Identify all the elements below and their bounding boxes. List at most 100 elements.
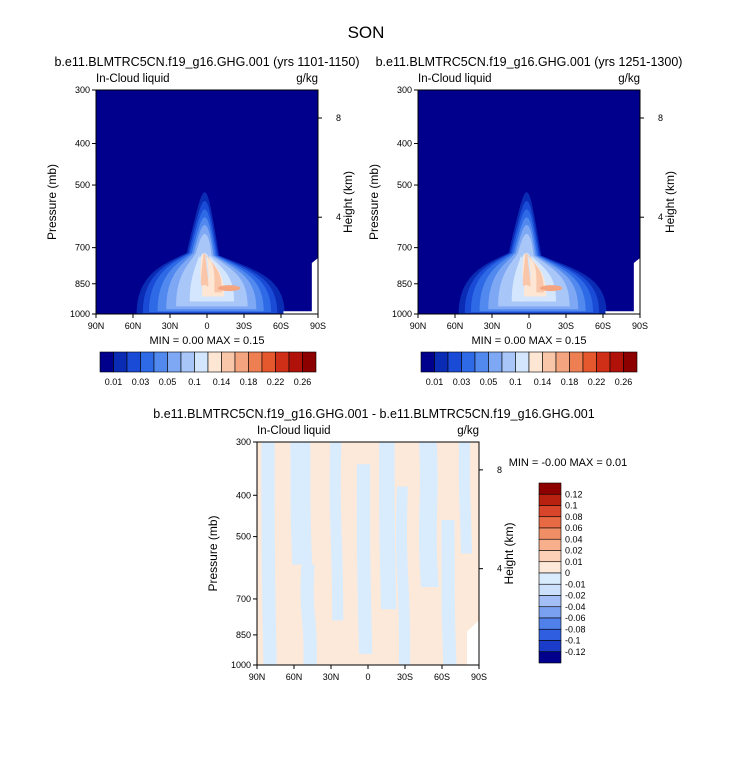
colorbar-label-3: 0.06	[565, 523, 583, 533]
y-axis-label: Pressure (mb)	[367, 164, 381, 240]
colorbar-swatch-6	[180, 351, 195, 373]
colorbar-label-0: 0.01	[105, 377, 123, 387]
left-label: In-Cloud liquid	[257, 425, 331, 437]
diff-streak-4	[329, 442, 344, 621]
colorbar-label-10: -0.04	[565, 602, 586, 612]
colorbar-label-1: 0.03	[132, 377, 150, 387]
y-tick-label-5: 1000	[231, 660, 251, 670]
colorbar-swatch-8	[528, 351, 543, 373]
field-max-patch	[540, 285, 563, 292]
colorbar-swatch-14	[609, 351, 624, 373]
colorbar-swatch-8	[538, 572, 562, 585]
colorbar-swatch-6	[501, 351, 516, 373]
colorbar-label-9: -0.02	[565, 591, 586, 601]
y-tick-label-3: 700	[75, 243, 90, 253]
colorbar-swatch-3	[140, 351, 155, 373]
x-tick-label-2: 30N	[484, 321, 501, 331]
colorbar-swatch-0	[538, 482, 562, 495]
y-axis-label: Pressure (mb)	[206, 515, 220, 591]
colorbar-label-7: 0.26	[615, 377, 633, 387]
colorbar-label-0: 0.12	[565, 489, 583, 499]
x-tick-label-2: 30N	[323, 672, 340, 682]
colorbar-swatch-14	[288, 351, 303, 373]
colorbar-swatch-11	[569, 351, 584, 373]
panel-title: b.e11.BLMTRC5CN.f19_g16.GHG.001 - b.e11.…	[153, 407, 594, 421]
colorbar-label-0: 0.01	[426, 377, 444, 387]
y-tick-label-3: 700	[236, 594, 251, 604]
right-tick-label-1: 4	[497, 564, 502, 574]
right-tick-label-0: 8	[336, 113, 341, 123]
right-label: g/kg	[296, 73, 318, 85]
field-contour-9	[200, 252, 222, 293]
x-tick-label-4: 30S	[558, 321, 574, 331]
y-tick-label-0: 300	[236, 437, 251, 447]
right-tick-label-1: 4	[658, 212, 663, 222]
colorbar-swatch-9	[542, 351, 557, 373]
right-tick-label-0: 8	[658, 113, 663, 123]
colorbar-swatch-14	[538, 640, 562, 653]
colorbar-swatch-1	[538, 493, 562, 506]
stats-label: MIN = -0.00 MAX = 0.01	[509, 457, 628, 469]
colorbar-swatch-13	[275, 351, 290, 373]
diff-streak-5	[356, 464, 373, 654]
field-contour-9	[522, 252, 544, 293]
panel-title: b.e11.BLMTRC5CN.f19_g16.GHG.001 (yrs 125…	[376, 55, 683, 69]
colorbar-label-6: 0.01	[565, 557, 583, 567]
y-tick-label-0: 300	[75, 85, 90, 95]
colorbar-swatch-11	[538, 606, 562, 619]
colorbar-swatch-1	[113, 351, 128, 373]
x-tick-label-0: 90N	[88, 321, 105, 331]
colorbar-swatch-2	[447, 351, 462, 373]
field-max-patch	[218, 285, 241, 292]
y-tick-label-3: 700	[397, 243, 412, 253]
y-tick-label-2: 500	[397, 180, 412, 190]
y-axis-label-right: Height (km)	[663, 171, 677, 233]
right-label: g/kg	[618, 73, 640, 85]
diff-streak-10	[458, 442, 473, 554]
colorbar-label-4: 0.14	[213, 377, 231, 387]
x-tick-label-5: 60S	[273, 321, 289, 331]
y-axis-label-right: Height (km)	[502, 522, 516, 584]
colorbar-swatch-12	[538, 617, 562, 630]
x-tick-label-2: 30N	[162, 321, 179, 331]
x-tick-label-0: 90N	[410, 321, 427, 331]
colorbar-swatch-10	[555, 351, 570, 373]
colorbar-swatch-5	[167, 351, 182, 373]
colorbar-swatch-10	[538, 595, 562, 608]
panel-ctrl: b.e11.BLMTRC5CN.f19_g16.GHG.001 (yrs 110…	[45, 55, 360, 387]
diff-streak-1	[261, 442, 277, 665]
colorbar-label-13: -0.1	[565, 636, 581, 646]
colorbar-swatch-9	[538, 583, 562, 596]
x-tick-label-6: 90S	[632, 321, 648, 331]
x-tick-label-3: 0	[204, 321, 209, 331]
colorbar-label-7: 0.26	[294, 377, 312, 387]
colorbar-swatch-15	[538, 651, 562, 664]
colorbar-label-1: 0.03	[453, 377, 471, 387]
colorbar-label-2: 0.08	[565, 512, 583, 522]
x-tick-label-4: 30S	[397, 672, 413, 682]
x-tick-label-4: 30S	[236, 321, 252, 331]
colorbar-swatch-12	[261, 351, 276, 373]
colorbar-swatch-13	[538, 628, 562, 641]
right-tick-label-1: 4	[336, 212, 341, 222]
colorbar-label-1: 0.1	[565, 501, 578, 511]
colorbar-label-11: -0.06	[565, 613, 586, 623]
diff-streak-2	[290, 442, 313, 565]
diff-streak-3	[300, 564, 317, 665]
x-tick-label-6: 90S	[310, 321, 326, 331]
colorbar-swatch-4	[538, 527, 562, 540]
colorbar-swatch-2	[538, 505, 562, 518]
panel-title: b.e11.BLMTRC5CN.f19_g16.GHG.001 (yrs 110…	[54, 55, 359, 69]
x-tick-label-3: 0	[365, 672, 370, 682]
colorbar-label-7: 0	[565, 568, 570, 578]
field-missing-mask	[605, 257, 640, 314]
y-axis-label: Pressure (mb)	[45, 164, 59, 240]
diff-streak-8	[418, 442, 439, 587]
field-missing-mask	[283, 257, 318, 314]
y-tick-label-2: 500	[75, 180, 90, 190]
colorbar-swatch-3	[461, 351, 476, 373]
x-tick-label-1: 60N	[125, 321, 142, 331]
x-tick-label-6: 90S	[471, 672, 487, 682]
y-tick-label-0: 300	[397, 85, 412, 95]
right-tick-label-0: 8	[497, 465, 502, 475]
